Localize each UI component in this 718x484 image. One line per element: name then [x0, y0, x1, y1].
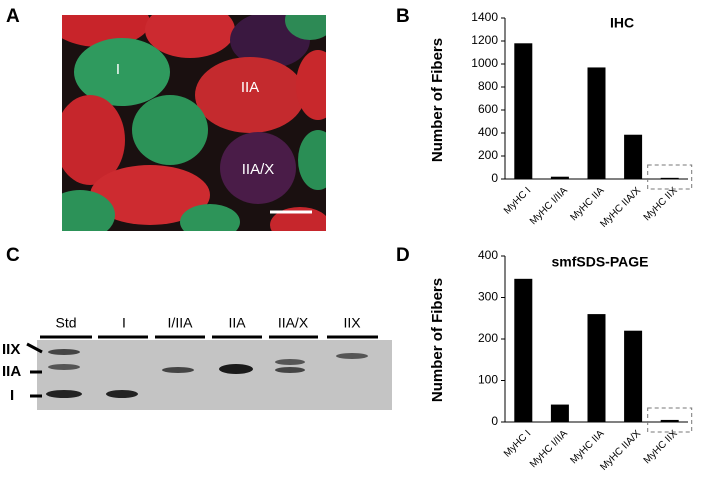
y-tick-label: 200 [478, 148, 498, 162]
x-tick-label: MyHC I/IIA [528, 428, 570, 470]
band-label: IIA [2, 363, 21, 380]
band-label: I [10, 387, 14, 404]
chart-title: IHC [610, 15, 634, 31]
chart-title: smfSDS-PAGE [552, 254, 649, 270]
x-tick-label: MyHC IIA [568, 428, 606, 466]
panel-label: D [396, 245, 410, 266]
bar [587, 67, 606, 179]
bar [514, 278, 533, 422]
bar [514, 43, 533, 179]
y-tick-label: 400 [478, 248, 498, 262]
bar [550, 176, 569, 179]
y-tick-label: 0 [491, 414, 498, 428]
y-tick-label: 1200 [471, 33, 498, 47]
x-tick-label: MyHC I [502, 185, 533, 216]
highlight-box [647, 407, 693, 433]
highlight-box [647, 164, 693, 190]
gel [26, 335, 392, 410]
y-tick-label: 200 [478, 331, 498, 345]
lane-label: IIX [343, 315, 361, 331]
y-tick-label: 0 [491, 171, 498, 185]
bar [624, 134, 643, 179]
y-axis-label: Number of Fibers [429, 278, 446, 402]
bar [550, 404, 569, 422]
micrograph [62, 15, 326, 231]
x-tick-label: MyHC IIX [642, 428, 680, 466]
micrograph-label: IIA [241, 79, 259, 96]
x-tick-label: MyHC IIA [568, 185, 606, 223]
micrograph-label: I [116, 61, 120, 78]
y-axis-label: Number of Fibers [429, 38, 446, 162]
y-tick-label: 1000 [471, 56, 498, 70]
panel-label: A [6, 6, 20, 27]
y-tick-label: 1400 [471, 10, 498, 24]
panel-label: C [6, 245, 20, 266]
panel-label: B [396, 6, 410, 27]
x-tick-label: MyHC I [502, 428, 533, 459]
bar [660, 419, 679, 422]
y-tick-label: 300 [478, 290, 498, 304]
lane-label: IIA/X [278, 315, 309, 331]
bar [624, 330, 643, 422]
y-tick-label: 800 [478, 79, 498, 93]
y-tick-label: 100 [478, 373, 498, 387]
band-label: IIX [2, 341, 20, 358]
x-tick-label: MyHC I/IIA [528, 185, 570, 227]
lane-label: Std [55, 315, 76, 331]
bar [587, 314, 606, 422]
y-tick-label: 400 [478, 125, 498, 139]
lane-label: IIA [228, 315, 246, 331]
lane-label: I/IIA [168, 315, 194, 331]
micrograph-label: IIA/X [242, 161, 275, 178]
lane-label: I [122, 315, 126, 331]
y-tick-label: 600 [478, 102, 498, 116]
x-tick-label: MyHC IIX [642, 185, 680, 223]
bar [660, 177, 679, 180]
